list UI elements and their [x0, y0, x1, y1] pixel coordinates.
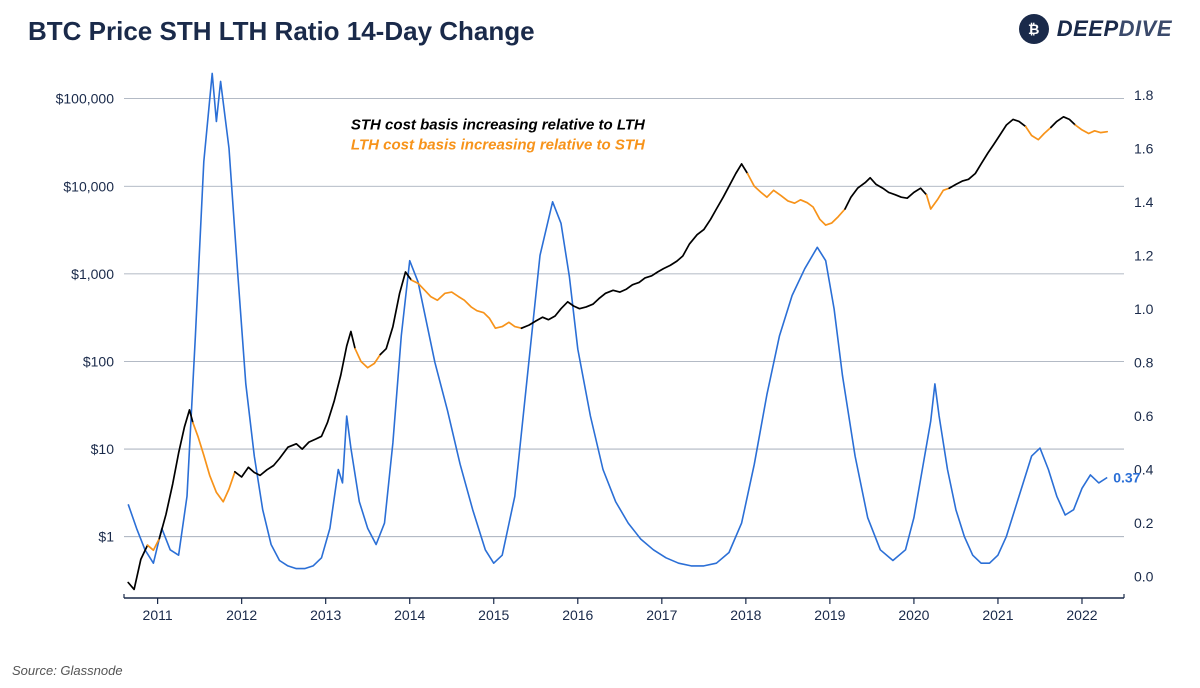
price-line-segment: [1075, 125, 1107, 134]
price-line-segment: [949, 119, 1025, 188]
x-tick: 2020: [898, 607, 929, 623]
x-tick: 2021: [982, 607, 1013, 623]
price-line-segment: [1051, 117, 1075, 128]
y-left-tick: $100: [83, 353, 114, 369]
x-tick: 2014: [394, 607, 425, 623]
price-line-segment: [128, 545, 147, 589]
price-line-segment: [522, 164, 748, 328]
x-tick: 2017: [646, 607, 677, 623]
price-line-segment: [193, 423, 235, 502]
price-line-segment: [748, 174, 846, 226]
x-tick: 2011: [143, 607, 173, 623]
chart-title: BTC Price STH LTH Ratio 14-Day Change: [28, 16, 535, 47]
chart-area: $1$10$100$1,000$10,000$100,0000.00.20.40…: [24, 58, 1176, 650]
y-left-tick: $1,000: [71, 266, 114, 282]
price-line-segment: [355, 349, 380, 368]
ratio-end-label: 0.37: [1113, 470, 1140, 486]
x-tick: 2013: [310, 607, 341, 623]
y-right-tick: 0.6: [1134, 408, 1154, 424]
y-right-tick: 1.0: [1134, 301, 1154, 317]
price-line-segment: [235, 332, 355, 478]
legend-line: LTH cost basis increasing relative to ST…: [351, 136, 646, 153]
legend-line: STH cost basis increasing relative to LT…: [351, 116, 646, 133]
source-attribution: Source: Glassnode: [12, 663, 123, 678]
x-tick: 2016: [562, 607, 593, 623]
y-right-tick: 1.8: [1134, 87, 1154, 103]
y-right-tick: 0.8: [1134, 354, 1154, 370]
x-tick: 2022: [1066, 607, 1097, 623]
y-left-tick: $10: [91, 441, 115, 457]
brand-logo: ₿ DEEPDIVE: [1019, 14, 1172, 44]
x-tick: 2018: [730, 607, 761, 623]
y-left-tick: $10,000: [63, 178, 114, 194]
price-line-segment: [927, 188, 950, 209]
x-tick: 2012: [226, 607, 257, 623]
price-line-segment: [1026, 127, 1051, 140]
x-tick: 2015: [478, 607, 509, 623]
y-right-tick: 0.0: [1134, 569, 1154, 585]
price-line-segment: [845, 178, 927, 209]
y-right-tick: 1.6: [1134, 140, 1154, 156]
brand-text: DEEPDIVE: [1057, 16, 1172, 42]
bitcoin-icon: ₿: [1019, 14, 1049, 44]
y-left-tick: $1: [98, 529, 114, 545]
y-right-tick: 1.4: [1134, 194, 1154, 210]
y-left-tick: $100,000: [56, 91, 115, 107]
y-right-tick: 1.2: [1134, 247, 1154, 263]
x-tick: 2019: [814, 607, 845, 623]
y-right-tick: 0.2: [1134, 515, 1154, 531]
price-line-segment: [411, 280, 521, 328]
